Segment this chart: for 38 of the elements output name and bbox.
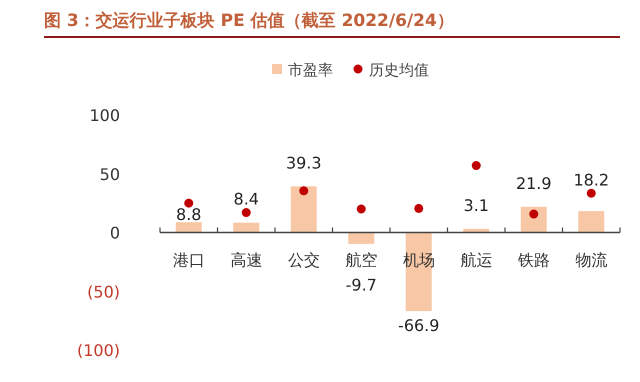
- x-tick-label: 铁路: [516, 250, 550, 270]
- data-label: -9.7: [346, 276, 377, 294]
- bar: [578, 211, 604, 232]
- bar: [520, 206, 547, 232]
- point: [472, 161, 481, 170]
- point: [586, 188, 596, 198]
- chart-title: 图 3：交运行业子板块 PE 估值（截至 2022/6/24）: [44, 11, 454, 31]
- x-tick-label: 高速: [230, 250, 262, 270]
- data-label: 8.4: [234, 190, 259, 209]
- point: [299, 186, 308, 196]
- data-label: 3.1: [464, 196, 489, 215]
- data-label: 8.8: [176, 205, 202, 224]
- data-label: 21.9: [516, 174, 552, 193]
- legend-label: 市盈率: [288, 61, 333, 79]
- legend-label: 历史均值: [369, 61, 429, 79]
- x-tick-label: 机场: [402, 250, 435, 270]
- x-tick-label: 物流: [575, 250, 608, 270]
- x-tick-label: 航空: [345, 250, 378, 270]
- point: [529, 210, 538, 219]
- data-label: 39.3: [286, 153, 322, 172]
- point: [184, 198, 194, 208]
- point: [242, 208, 251, 218]
- data-label: -66.9: [398, 316, 440, 336]
- y-tick-label: 0: [110, 224, 120, 242]
- point: [356, 204, 366, 214]
- bar: [176, 222, 202, 232]
- y-tick-label: (50): [87, 282, 120, 302]
- data-label: 18.2: [573, 170, 610, 190]
- y-tick-label: 100: [89, 106, 120, 125]
- bar: [348, 232, 374, 244]
- x-tick-label: 港口: [172, 250, 205, 270]
- bar: [233, 222, 260, 232]
- point: [414, 204, 424, 213]
- x-tick-label: 航运: [460, 250, 492, 270]
- bar: [290, 186, 317, 232]
- y-tick-label: (100): [76, 341, 120, 360]
- y-tick-label: 50: [100, 164, 120, 184]
- x-tick-label: 公交: [288, 250, 320, 270]
